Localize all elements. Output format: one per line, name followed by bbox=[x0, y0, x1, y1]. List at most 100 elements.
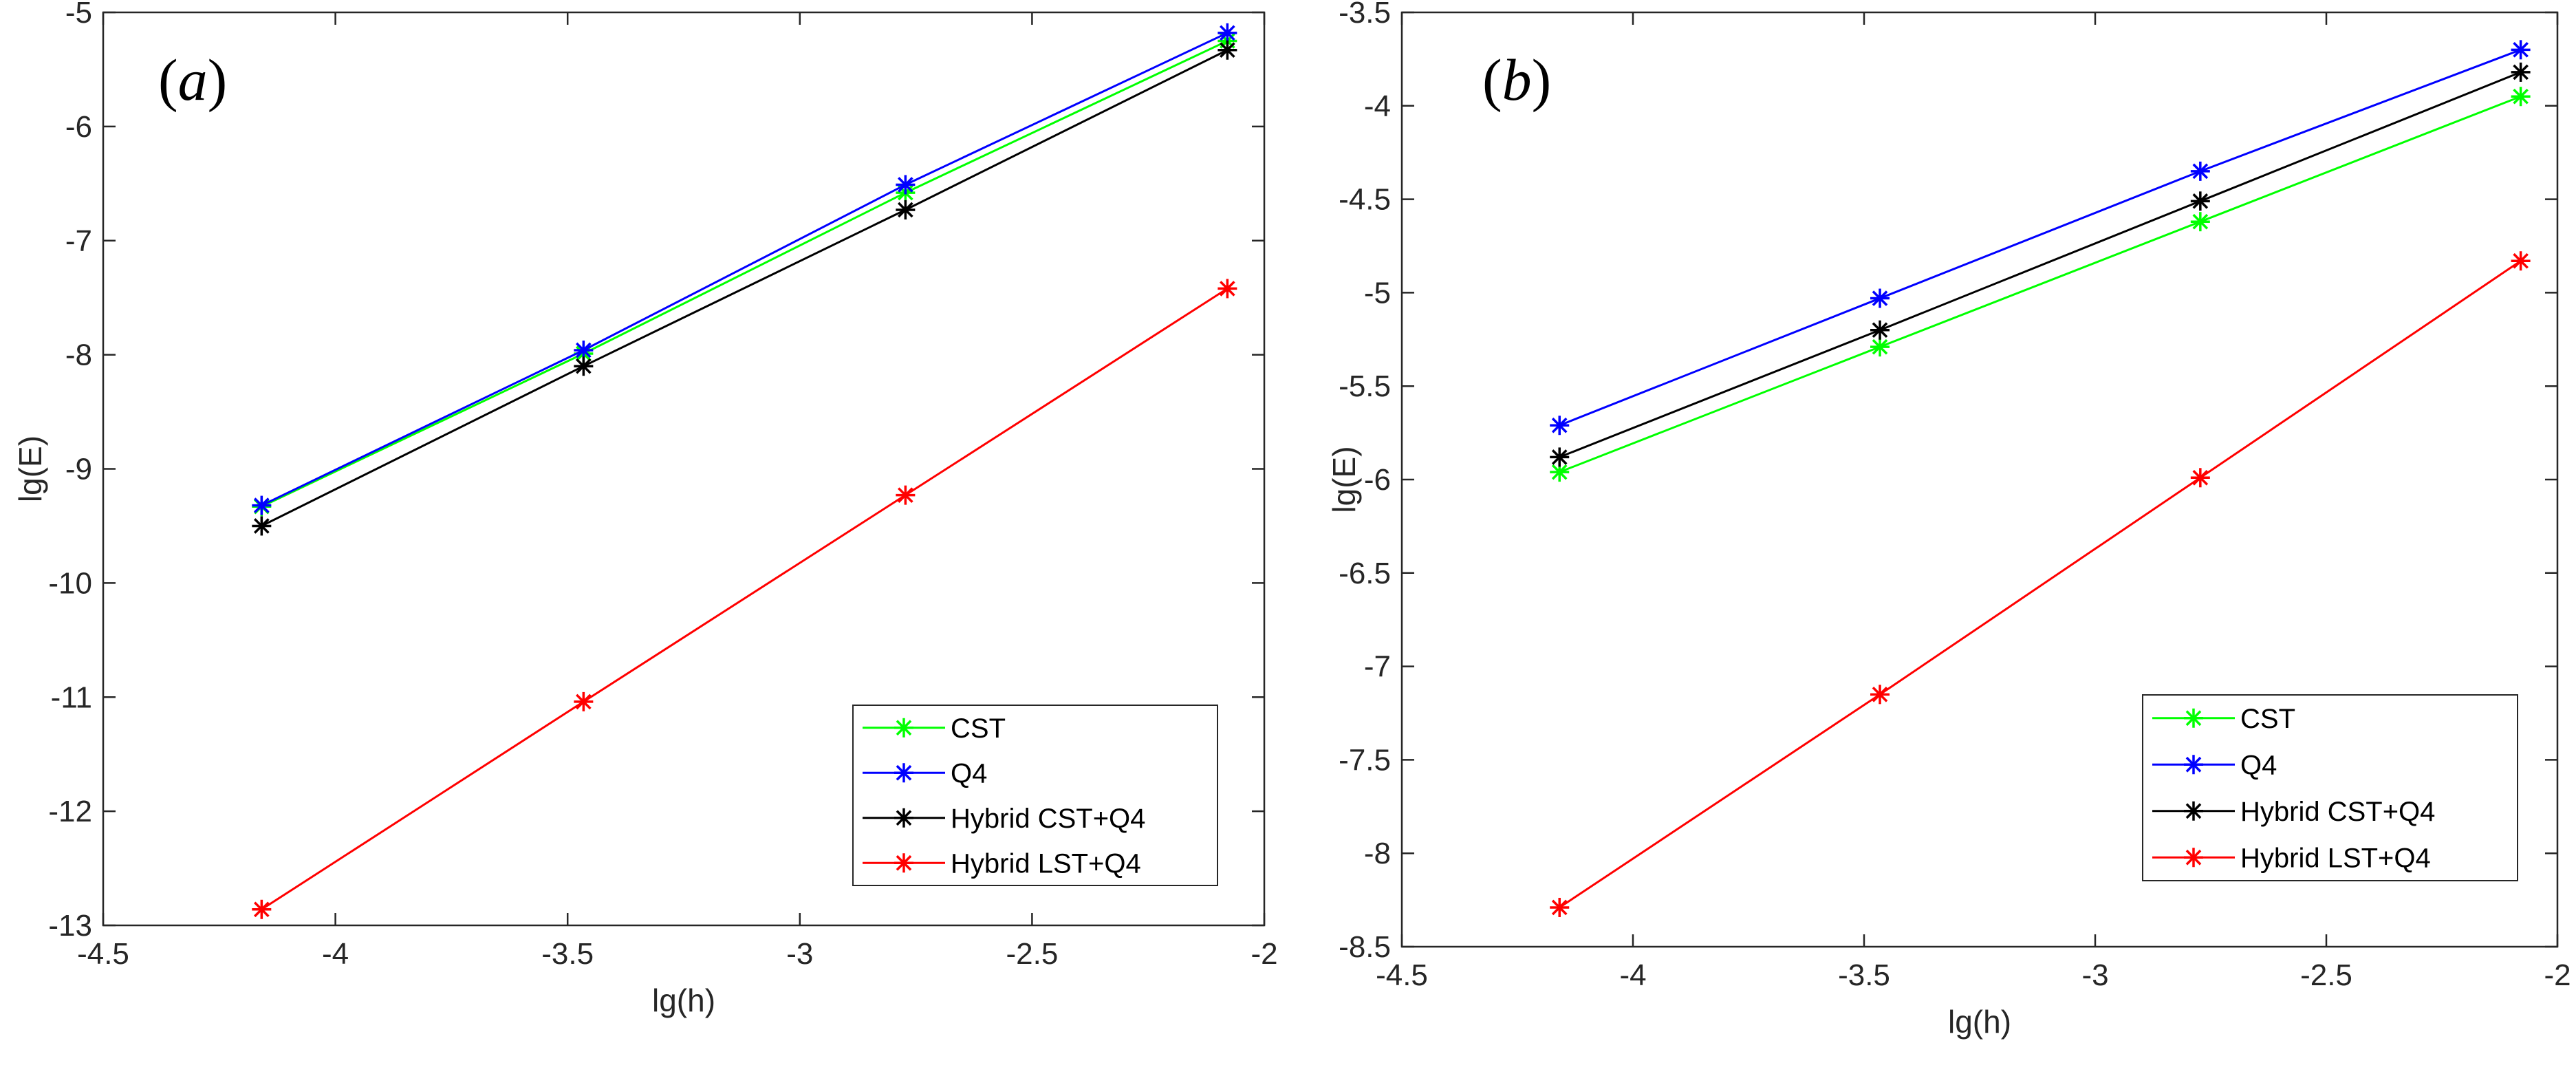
chart-b-ylabel: lg(E) bbox=[1326, 446, 1362, 513]
chart-b-legend-entry: Hybrid CST+Q4 bbox=[2152, 797, 2435, 827]
chart-b-series-q4-marker bbox=[1870, 288, 1890, 308]
chart-b-legend-entry-label: Hybrid CST+Q4 bbox=[2240, 797, 2435, 827]
chart-a-series-hybrid-cst-q4-marker bbox=[574, 356, 594, 376]
chart-a-series-q4-marker bbox=[896, 175, 916, 195]
chart-b-legend-box bbox=[2142, 694, 2518, 881]
chart-a-ylabel: lg(E) bbox=[12, 436, 48, 502]
chart-a-xtick-label: -3 bbox=[786, 937, 813, 971]
chart-a-xtick-label: -2.5 bbox=[1006, 937, 1058, 971]
chart-a-series-hybrid-cst-q4-marker bbox=[896, 200, 916, 219]
chart-b-series-hybrid-cst-q4-line bbox=[1559, 71, 2522, 458]
chart-b-series-hybrid-cst-q4-marker bbox=[2511, 62, 2531, 82]
chart-b-series-cst-marker bbox=[2511, 87, 2531, 107]
chart-a-series-hybrid-cst-q4-marker bbox=[1217, 40, 1237, 60]
chart-a-legend-entry: Hybrid LST+Q4 bbox=[863, 848, 1141, 879]
chart-b-legend-entry-label: CST bbox=[2240, 704, 2295, 734]
chart-a-panel-label: (a) bbox=[158, 47, 227, 113]
chart-a-xtick-label: -4 bbox=[322, 937, 349, 971]
chart-b-series-q4-marker bbox=[1550, 416, 1570, 436]
chart-a-ytick-label: -13 bbox=[48, 909, 92, 943]
chart-a-series-q4-marker bbox=[252, 495, 272, 515]
chart-b-series-cst bbox=[1550, 87, 2531, 482]
chart-b-ytick-label: -4 bbox=[1364, 89, 1391, 123]
chart-b-series-hybrid-lst-q4-marker bbox=[2511, 251, 2531, 271]
chart-b-ytick-label: -4.5 bbox=[1339, 183, 1391, 217]
chart-b-legend-entry-marker bbox=[2184, 848, 2203, 868]
chart-b-series-q4-line bbox=[1559, 48, 2522, 427]
chart-a-ytick-label: -11 bbox=[51, 680, 92, 714]
chart-b-series-cst-line bbox=[1559, 95, 2522, 473]
chart-a-ytick-label: -7 bbox=[65, 224, 92, 258]
chart-b-series-hybrid-lst-q4-marker bbox=[1870, 685, 1890, 705]
chart-a-legend-entry-marker bbox=[894, 718, 913, 738]
chart-b-ytick-label: -6 bbox=[1364, 463, 1391, 497]
chart-a-ytick-label: -6 bbox=[65, 110, 92, 144]
chart-a-series-hybrid-lst-q4-marker bbox=[896, 485, 916, 505]
chart-b-legend-entry-label: Q4 bbox=[2240, 750, 2277, 780]
chart-b-series-hybrid-cst-q4-marker bbox=[1870, 320, 1890, 340]
chart-b-series-cst-marker bbox=[2190, 212, 2210, 232]
chart-b-legend-entry: Q4 bbox=[2152, 750, 2277, 780]
chart-b-series-q4 bbox=[1550, 40, 2531, 436]
chart-a-legend-entry-label: Q4 bbox=[951, 758, 987, 788]
chart-b-series-hybrid-lst-q4-marker bbox=[2190, 468, 2210, 488]
chart-b-series-q4-marker bbox=[2511, 40, 2531, 60]
chart-b: -4.5 -4 -3.5 -3 -2.5 -2 -8.5 -8 -7.5 -7 -6.5 -6 -5.5… bbox=[1326, 0, 2571, 1040]
chart-a-series-hybrid-cst-q4 bbox=[252, 40, 1237, 536]
chart-a-legend: CST Q4 Hybrid CST+Q4 Hybrid LST+Q4 bbox=[852, 705, 1218, 886]
chart-b-ytick-label: -5.5 bbox=[1339, 369, 1391, 403]
chart-b-series-hybrid-cst-q4-marker bbox=[1550, 447, 1570, 467]
chart-a-xtick-label: -2 bbox=[1251, 937, 1277, 971]
chart-a-legend-entry: Hybrid CST+Q4 bbox=[863, 804, 1145, 834]
chart-b-ytick-label: -7 bbox=[1364, 650, 1391, 684]
chart-b-series-hybrid-lst-q4 bbox=[1550, 251, 2531, 917]
chart-b-legend-entry: CST bbox=[2152, 704, 2295, 734]
chart-a-series-hybrid-lst-q4-marker bbox=[1217, 279, 1237, 299]
chart-b-ytick-label: -7.5 bbox=[1339, 743, 1391, 777]
chart-b-series-hybrid-cst-q4 bbox=[1550, 62, 2531, 467]
chart-a-series-hybrid-cst-q4-line bbox=[261, 49, 1229, 527]
chart-b-series-cst-marker bbox=[1550, 462, 1570, 482]
chart-b-panel-label: (b) bbox=[1482, 47, 1551, 113]
chart-b-series-hybrid-cst-q4-marker bbox=[2190, 191, 2210, 211]
chart-a-ytick-label: -10 bbox=[48, 566, 92, 600]
chart-b-xtick-label: -3 bbox=[2081, 958, 2108, 992]
chart-b-series-cst-marker bbox=[1870, 337, 1890, 357]
chart-a-series-hybrid-lst-q4-marker bbox=[252, 899, 272, 919]
chart-a-xtick-label: -3.5 bbox=[541, 937, 594, 971]
chart-a-xlabel: lg(h) bbox=[652, 982, 715, 1018]
chart-b-legend-entry: Hybrid LST+Q4 bbox=[2152, 843, 2431, 873]
chart-b-legend-entry-marker bbox=[2184, 708, 2203, 728]
chart-a-series-hybrid-lst-q4-line bbox=[261, 288, 1229, 911]
chart-a-legend-entry: Q4 bbox=[863, 758, 987, 788]
chart-b-legend: CST Q4 Hybrid CST+Q4 Hybrid LST+Q4 bbox=[2142, 694, 2518, 881]
chart-a-legend-entry-marker bbox=[894, 763, 913, 783]
chart-a-legend-entry-label: Hybrid LST+Q4 bbox=[951, 848, 1141, 879]
chart-a-ytick-label: -12 bbox=[48, 795, 92, 828]
chart-a-legend-entry-label: Hybrid CST+Q4 bbox=[951, 804, 1145, 834]
chart-b-series-q4-marker bbox=[2190, 161, 2210, 181]
chart-a-series-q4-line bbox=[261, 32, 1229, 506]
chart-a-legend-entry-label: CST bbox=[951, 713, 1006, 744]
chart-b-ytick-label: -3.5 bbox=[1339, 0, 1391, 30]
chart-b-ytick-label: -6.5 bbox=[1339, 557, 1391, 590]
chart-b-legend-entry-marker bbox=[2184, 801, 2203, 821]
chart-a-legend-box bbox=[852, 705, 1218, 886]
chart-a-ytick-label: -8 bbox=[65, 339, 92, 372]
chart-b-ytick-label: -8 bbox=[1364, 837, 1391, 870]
chart-a-legend-entry-marker bbox=[894, 853, 913, 873]
chart-b-series-hybrid-lst-q4-line bbox=[1559, 259, 2522, 909]
chart-b-xtick-label: -4.5 bbox=[1376, 958, 1428, 992]
chart-b-ytick-label: -5 bbox=[1364, 276, 1391, 310]
chart-a-series-hybrid-lst-q4-marker bbox=[574, 691, 594, 711]
chart-b-xtick-label: -3.5 bbox=[1838, 958, 1890, 992]
chart-b-xlabel: lg(h) bbox=[1948, 1004, 2011, 1040]
chart-b-xtick-label: -2 bbox=[2544, 958, 2570, 992]
chart-a: -4.5 -4 -3.5 -3 -2.5 -2 -13 -12 -11 -10 -9 -8 -7 -6 -5… bbox=[12, 0, 1278, 1018]
chart-b-legend-entry-marker bbox=[2184, 755, 2203, 775]
chart-b-series-hybrid-lst-q4-marker bbox=[1550, 897, 1570, 917]
chart-a-series-hybrid-cst-q4-marker bbox=[252, 516, 272, 536]
chart-a-series-cst-line bbox=[261, 40, 1229, 508]
chart-b-legend-entry-label: Hybrid LST+Q4 bbox=[2240, 843, 2431, 873]
